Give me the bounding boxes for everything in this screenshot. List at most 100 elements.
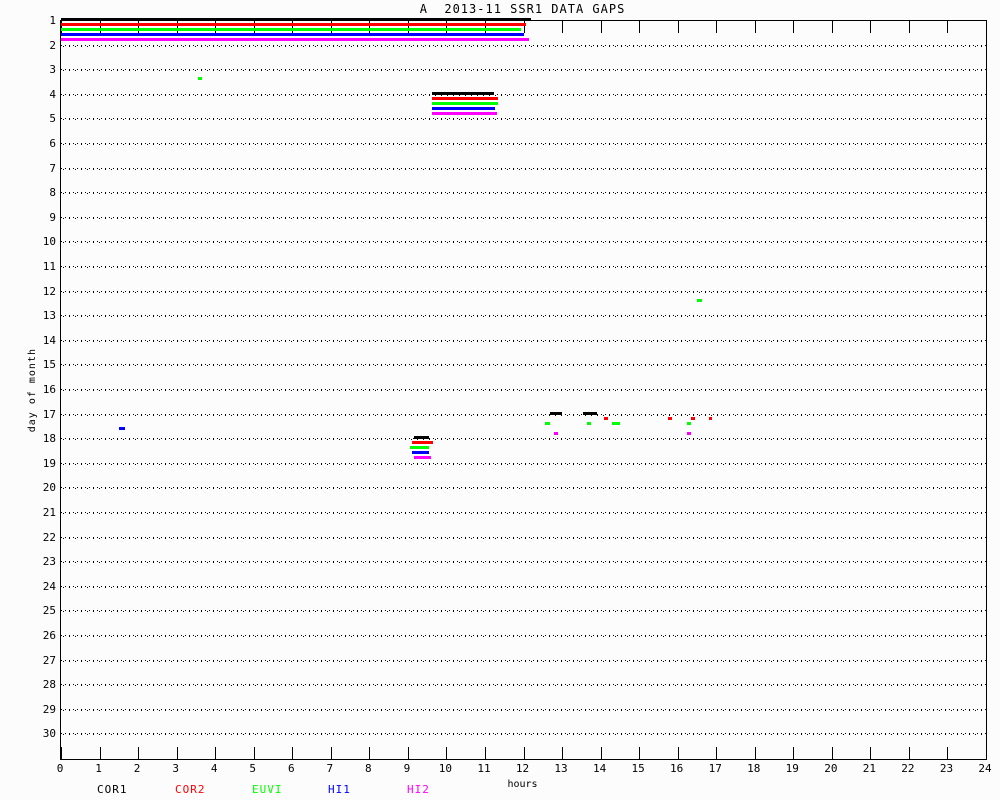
hour-tick-top: [446, 21, 448, 33]
day-tick-label: 24: [42, 579, 56, 593]
day-tick-label: 8: [49, 186, 56, 200]
hour-tick-label: 11: [477, 762, 491, 775]
day-gridline: [61, 536, 986, 539]
hour-tick-top: [292, 21, 294, 33]
day-gridline: [61, 413, 986, 416]
hour-tick-top: [986, 21, 987, 33]
gap-bar-hi1: [61, 33, 524, 36]
hour-tick-top: [99, 21, 101, 33]
hour-tick-label: 15: [631, 762, 645, 775]
gap-bar-hi1: [118, 426, 125, 430]
hour-tick-top: [562, 21, 564, 33]
hour-tick-label: 19: [785, 762, 799, 775]
day-tick-label: 9: [49, 210, 56, 224]
day-gridline: [61, 69, 986, 72]
gap-bar-hi2: [61, 38, 529, 41]
hour-tick-top: [369, 21, 371, 33]
hour-tick-bottom: [947, 747, 949, 759]
gap-bar-hi1: [432, 106, 495, 110]
hour-tick-label: 5: [249, 762, 257, 775]
hour-tick-top: [677, 21, 679, 33]
day-gridline: [61, 192, 986, 195]
gap-bar-cor1: [61, 18, 532, 21]
gap-bar-hi2: [554, 431, 559, 435]
day-tick-label: 27: [42, 653, 56, 667]
x-axis-title: hours: [507, 779, 538, 790]
day-gridline: [61, 585, 986, 588]
hour-tick-top: [523, 21, 525, 33]
day-tick-label: 25: [42, 604, 56, 618]
hour-tick-bottom: [562, 747, 564, 759]
gap-bar-hi2: [687, 431, 692, 435]
hour-tick-top: [716, 21, 718, 33]
gap-bar-cor1: [432, 91, 494, 95]
hour-tick-bottom: [215, 747, 217, 759]
hour-tick-bottom: [754, 747, 756, 759]
gap-bar-euvi: [544, 421, 551, 425]
gap-bar-cor2: [604, 416, 609, 420]
day-tick-label: 28: [42, 678, 56, 692]
hour-tick-bottom: [870, 747, 872, 759]
hour-tick-bottom: [908, 747, 910, 759]
hour-tick-label: 21: [862, 762, 876, 775]
day-gridline: [61, 290, 986, 293]
gap-bar-euvi: [61, 28, 521, 31]
gap-bar-euvi: [587, 421, 591, 425]
hour-tick-bottom: [639, 747, 641, 759]
legend-item-euvi: EUVI: [252, 783, 283, 796]
gap-bar-cor2: [432, 96, 499, 100]
hour-tick-label: 12: [515, 762, 530, 775]
day-gridline: [61, 364, 986, 367]
gap-bar-euvi: [696, 298, 702, 302]
hour-tick-top: [484, 21, 486, 33]
day-tick-label: 21: [42, 506, 56, 519]
gap-bar-cor2: [61, 23, 526, 26]
day-tick-label: 30: [42, 727, 56, 741]
day-tick-label: 20: [42, 481, 56, 495]
day-tick-label: 4: [49, 87, 56, 101]
gap-bar-cor2: [411, 441, 433, 445]
day-tick-label: 11: [42, 260, 56, 273]
gap-bar-cor1: [550, 411, 563, 415]
gap-bar-cor2: [668, 416, 672, 420]
hour-tick-label: 2: [133, 762, 141, 775]
day-tick-label: 5: [49, 112, 56, 126]
hour-tick-label: 20: [824, 762, 838, 775]
hour-tick-top: [908, 21, 910, 33]
gap-bar-hi2: [432, 111, 497, 115]
hour-tick-top: [754, 21, 756, 33]
gap-bar-euvi: [612, 421, 620, 425]
gap-bar-cor2: [691, 416, 695, 420]
hour-tick-bottom: [99, 747, 101, 759]
hour-tick-label: 14: [592, 762, 607, 775]
day-tick-label: 15: [42, 358, 56, 372]
hour-tick-bottom: [369, 747, 371, 759]
hour-tick-bottom: [716, 747, 718, 759]
day-gridline: [61, 635, 986, 637]
gap-bar-cor1: [413, 436, 430, 440]
day-gridline: [61, 708, 986, 711]
day-tick-label: 14: [42, 333, 56, 347]
day-gridline: [61, 118, 986, 121]
hour-tick-top: [215, 21, 217, 33]
hour-tick-label: 13: [554, 762, 568, 775]
hour-tick-bottom: [523, 747, 525, 759]
day-tick-label: 3: [49, 63, 56, 77]
day-gridline: [61, 241, 986, 244]
hour-tick-bottom: [793, 747, 795, 759]
day-tick-label: 19: [42, 456, 56, 470]
hour-tick-label: 23: [939, 762, 954, 775]
gap-bar-hi1: [411, 451, 430, 455]
hour-tick-bottom: [253, 747, 255, 759]
day-gridline: [61, 315, 986, 318]
hour-tick-top: [947, 21, 949, 33]
hour-tick-top: [870, 21, 872, 33]
legend-item-cor1: COR1: [97, 783, 128, 796]
legend-item-hi2: HI2: [407, 783, 430, 796]
hour-tick-label: 22: [901, 762, 915, 775]
day-gridline: [61, 266, 986, 268]
day-tick-label: 6: [49, 137, 56, 150]
gap-bar-euvi: [409, 446, 430, 450]
day-tick-label: 12: [42, 284, 56, 298]
